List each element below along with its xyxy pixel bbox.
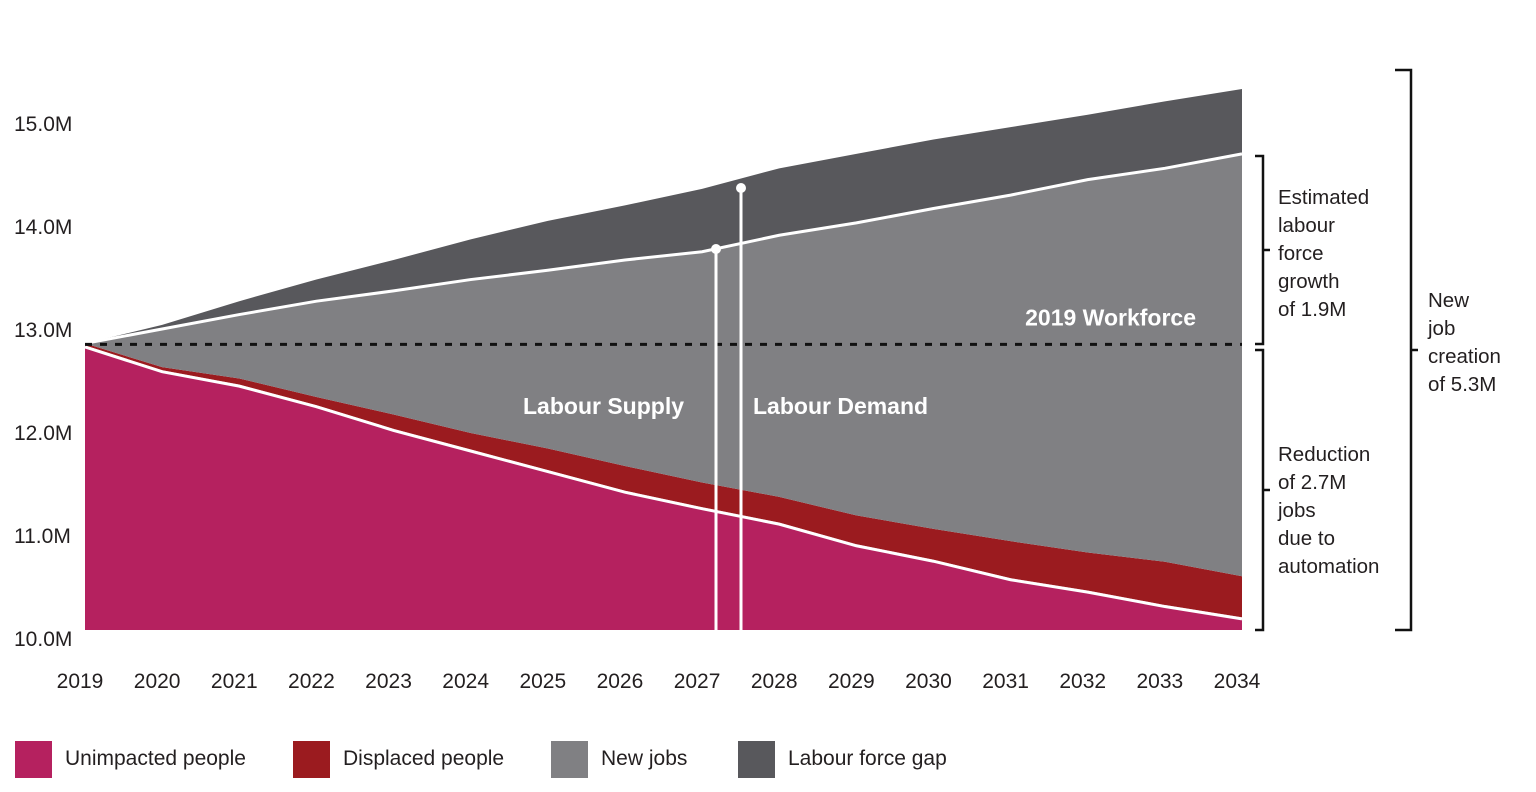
x-tick-label: 2032 (1059, 670, 1106, 693)
x-tick-label: 2021 (211, 670, 258, 693)
y-tick-label: 10.0M (14, 628, 72, 651)
area-labour-force-gap (85, 89, 1242, 344)
x-tick-label: 2027 (674, 670, 721, 693)
y-tick-label: 14.0M (14, 216, 72, 239)
annotation-new-job-creation: New job creation of 5.3M (1428, 289, 1501, 396)
legend-swatch-new-jobs (551, 740, 588, 778)
legend-swatch-unimpacted (15, 740, 52, 778)
area-new-jobs (85, 153, 1242, 577)
area-unimpacted-people (85, 345, 1242, 630)
legend-swatch-displaced (293, 740, 330, 778)
legend-label-unimpacted: Unimpacted people (65, 747, 246, 770)
legend-item-labour-force-gap: Labour force gap (738, 740, 947, 778)
bracket-labour-force-growth (1255, 154, 1270, 346)
legend-item-displaced: Displaced people (293, 740, 504, 778)
bracket-new-job-creation (1395, 68, 1418, 632)
annotation-job-reduction: Reduction of 2.7M jobs due to automation (1278, 443, 1380, 578)
x-tick-label: 2022 (288, 670, 335, 693)
x-tick-label: 2030 (905, 670, 952, 693)
x-tick-label: 2019 (57, 670, 104, 693)
x-tick-label: 2028 (751, 670, 798, 693)
labour-supply-label: Labour Supply (523, 393, 684, 419)
area-displaced-people (85, 343, 1242, 618)
legend-item-new-jobs: New jobs (551, 740, 687, 778)
legend-swatch-labour-force-gap (738, 740, 775, 778)
y-tick-label: 11.0M (14, 525, 71, 548)
separator-line-unimpacted-people (84, 345, 1243, 621)
x-tick-label: 2031 (982, 670, 1029, 693)
x-tick-label: 2029 (828, 670, 875, 693)
x-tick-label: 2020 (134, 670, 181, 693)
labour-demand-label: Labour Demand (753, 393, 928, 419)
annotation-labour-force-growth: Estimated labour force growth of 1.9M (1278, 186, 1370, 321)
legend-label-labour-force-gap: Labour force gap (788, 747, 947, 770)
x-tick-label: 2025 (519, 670, 566, 693)
legend-item-unimpacted: Unimpacted people (15, 740, 246, 778)
x-tick-label: 2024 (442, 670, 489, 693)
bracket-job-reduction (1255, 348, 1270, 632)
legend-label-displaced: Displaced people (343, 747, 505, 770)
separator-line-new-jobs (84, 152, 1243, 345)
x-tick-label: 2033 (1137, 670, 1184, 693)
x-tick-label: 2023 (365, 670, 412, 693)
x-tick-label: 2026 (597, 670, 644, 693)
labour-demand-marker-dot (736, 183, 746, 193)
legend-label-new-jobs: New jobs (601, 747, 688, 770)
labour-supply-marker-dot (711, 244, 721, 254)
y-tick-label: 15.0M (14, 113, 72, 136)
y-tick-label: 12.0M (14, 422, 72, 445)
x-tick-label: 2034 (1214, 670, 1261, 693)
y-tick-label: 13.0M (14, 319, 72, 342)
reference-line-label: 2019 Workforce (1025, 304, 1196, 330)
